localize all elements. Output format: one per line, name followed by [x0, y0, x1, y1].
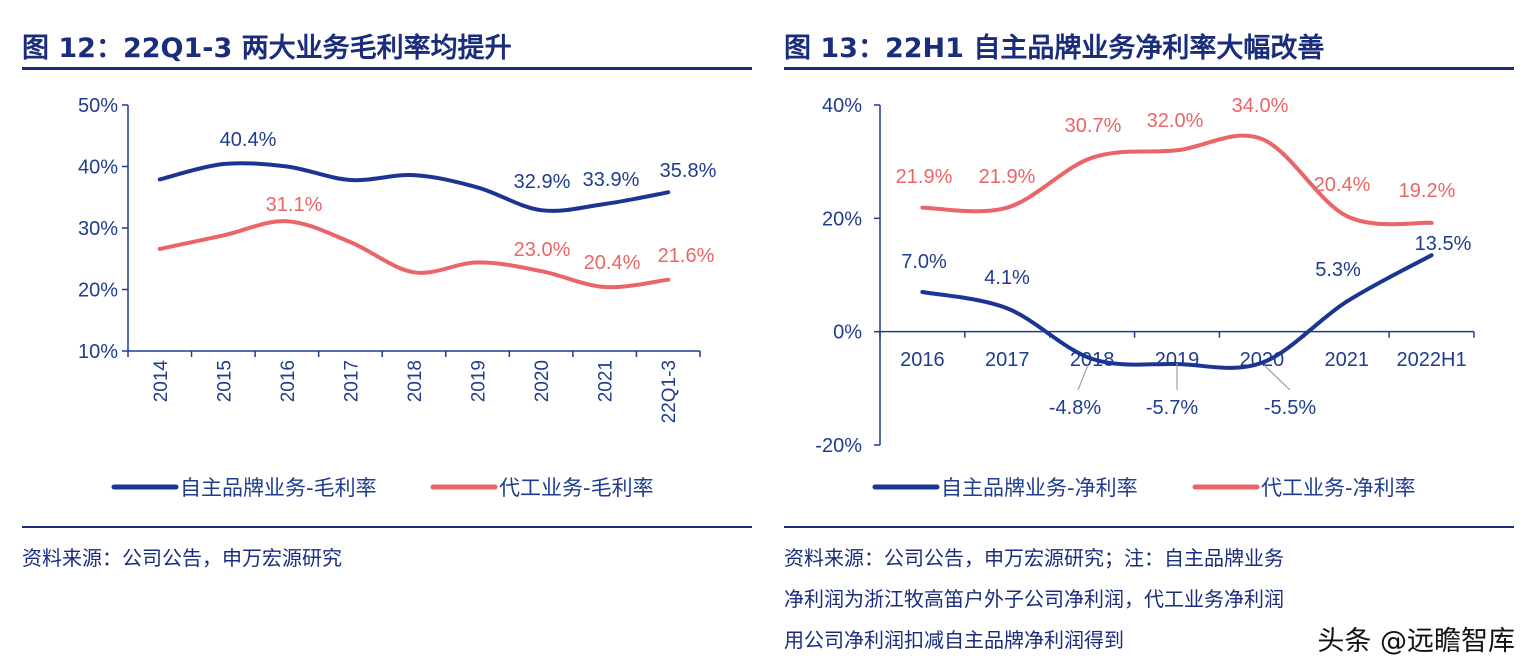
chart-2-series-1-point	[1345, 300, 1349, 304]
chart-2-series-2-data-label: 21.9%	[896, 166, 953, 188]
chart-1-series-1-point	[412, 173, 416, 177]
chart-2-series-1-data-label: 5.3%	[1315, 259, 1361, 281]
chart-2-x-tick-label: 2022H1	[1397, 349, 1467, 371]
chart-1-series-1-point	[476, 185, 480, 189]
chart-1-series-2-point	[539, 269, 543, 273]
chart-1-x-tick-label: 2018	[405, 360, 426, 402]
chart-1-y-tick-label: 40%	[78, 157, 118, 179]
chart-2-legend-label-1: 自主品牌业务-净利率	[941, 476, 1138, 500]
chart-2-series-2-data-label: 19.2%	[1399, 180, 1456, 202]
chart-1-series-2-point	[412, 270, 416, 274]
chart-1-legend-label-2: 代工业务-毛利率	[499, 476, 654, 500]
chart-1-series-1-point	[603, 202, 607, 206]
chart-2-series-1-point	[1005, 306, 1009, 310]
chart-1-series-1-point	[666, 190, 670, 194]
chart-1-series-2-point	[158, 247, 162, 251]
chart-2-series-1-data-label: -5.7%	[1146, 397, 1198, 419]
chart-1-y-tick-label: 20%	[78, 280, 118, 302]
chart-1-series-2-point	[348, 240, 352, 244]
chart-1-series-2-data-label: 23.0%	[514, 239, 571, 261]
chart-2-title: 图 13：22H1 自主品牌业务净利率大幅改善	[784, 33, 1325, 64]
chart-1-source: 资料来源：公司公告，申万宏源研究	[22, 546, 342, 570]
chart-1-series-2-data-label: 31.1%	[266, 194, 323, 216]
chart-2-series-1-data-label: -4.8%	[1049, 397, 1101, 419]
chart-2-legend-label-2: 代工业务-净利率	[1261, 476, 1416, 500]
chart-1-x-tick-label: 2017	[341, 360, 362, 402]
chart-2-top-rule	[784, 67, 1514, 70]
chart-2-series-2-data-label: 32.0%	[1147, 110, 1204, 132]
chart-1-series-2-line	[157, 219, 671, 290]
chart-1-series-1-point	[158, 177, 162, 181]
chart-1-y-tick-label: 30%	[78, 218, 118, 240]
chart-1-bottom-rule	[22, 526, 752, 528]
chart-2-series-2-point	[1260, 137, 1264, 141]
chart-2-series-2-data-label: 21.9%	[979, 166, 1036, 188]
chart-2-series-2-point	[1345, 214, 1349, 218]
chart-1-x-tick-label: 2019	[469, 360, 490, 402]
chart-1-y-tick-label: 10%	[78, 341, 118, 363]
chart-1-x-tick-label: 22Q1-3	[659, 360, 680, 423]
chart-1-series-1-data-label: 35.8%	[660, 160, 717, 182]
chart-2-y-tick-label: 20%	[822, 208, 862, 230]
chart-1-x-tick-label: 2014	[151, 360, 172, 403]
chart-2-series-1-data-label: 13.5%	[1415, 233, 1472, 255]
chart-2-series-1-data-label: 7.0%	[901, 251, 947, 273]
chart-2-series-1-point	[1260, 361, 1264, 365]
chart-2-series-2-point	[920, 206, 924, 210]
chart-1-top-rule	[22, 67, 752, 70]
chart-2-x-tick-label: 2021	[1324, 349, 1369, 371]
chart-1-series-2-point	[476, 260, 480, 264]
chart-2-series-2-point	[1090, 156, 1094, 160]
chart-1-x-tick-label: 2021	[596, 360, 617, 402]
chart-1-series-2-point	[603, 285, 607, 289]
chart-1-y-tick-label: 50%	[78, 95, 118, 117]
chart-1-series-1-data-label: 40.4%	[220, 129, 277, 151]
chart-1-title: 图 12：22Q1-3 两大业务毛利率均提升	[22, 33, 512, 64]
chart-1-x-tick-label: 2016	[278, 360, 299, 402]
chart-2-series-2-data-label: 34.0%	[1232, 95, 1289, 117]
chart-2-series-1-point	[1090, 357, 1094, 361]
chart-2-series-2-point	[1005, 206, 1009, 210]
chart-1-series-1-point	[285, 165, 289, 169]
chart-2-series-1-data-label: 4.1%	[984, 267, 1030, 289]
watermark: 头条 @远瞻智库	[1313, 619, 1519, 658]
chart-2-series-1-point	[920, 290, 924, 294]
chart-2-series-2-point	[1430, 221, 1434, 225]
chart-1-series-1-line	[157, 161, 671, 213]
chart-2-series-1-data-label: -5.5%	[1264, 397, 1316, 419]
chart-2-series-2-data-label: 30.7%	[1065, 115, 1122, 137]
chart-2-x-tick-label: 2016	[900, 349, 945, 371]
chart-2-label-leader	[1263, 364, 1291, 391]
chart-2-series-2-line	[920, 133, 1434, 227]
chart-1-series-2-data-label: 21.6%	[658, 245, 715, 267]
chart-1-legend-label-1: 自主品牌业务-毛利率	[180, 476, 377, 500]
chart-2-bottom-rule	[784, 526, 1514, 528]
chart-2-source-line-2: 净利润为浙江牧高笛户外子公司净利润，代工业务净利润	[784, 587, 1284, 611]
chart-2-y-tick-label: 0%	[833, 322, 862, 344]
chart-1-series-1-point	[348, 178, 352, 182]
chart-2-source-line-1: 资料来源：公司公告，申万宏源研究；注：自主品牌业务	[784, 546, 1284, 570]
chart-2-series-2-point	[1175, 148, 1179, 152]
chart-1-series-1-point	[221, 162, 225, 166]
chart-1-series-1-data-label: 33.9%	[583, 169, 640, 191]
chart-2-y-tick-label: 40%	[822, 95, 862, 117]
chart-1-series-1-data-label: 32.9%	[514, 171, 571, 193]
chart-1-series-2-point	[285, 219, 289, 223]
chart-1-x-tick-label: 2015	[214, 360, 235, 402]
chart-1-x-tick-label: 2020	[532, 360, 553, 402]
chart-2-source-line-3: 用公司净利润扣减自主品牌净利润得到	[784, 628, 1124, 652]
chart-2-source: 资料来源：公司公告，申万宏源研究；注：自主品牌业务 净利润为浙江牧高笛户外子公司…	[784, 538, 1284, 661]
chart-1-series-2-point	[666, 278, 670, 282]
chart-1-series-2-data-label: 20.4%	[584, 252, 641, 274]
chart-1-series-2-point	[221, 233, 225, 237]
chart-2-series-2-data-label: 20.4%	[1314, 174, 1371, 196]
chart-2-y-tick-label: -20%	[815, 435, 862, 457]
chart-2-x-tick-label: 2017	[985, 349, 1030, 371]
chart-2-label-leader	[1077, 364, 1089, 391]
chart-1-series-1-point	[539, 208, 543, 212]
